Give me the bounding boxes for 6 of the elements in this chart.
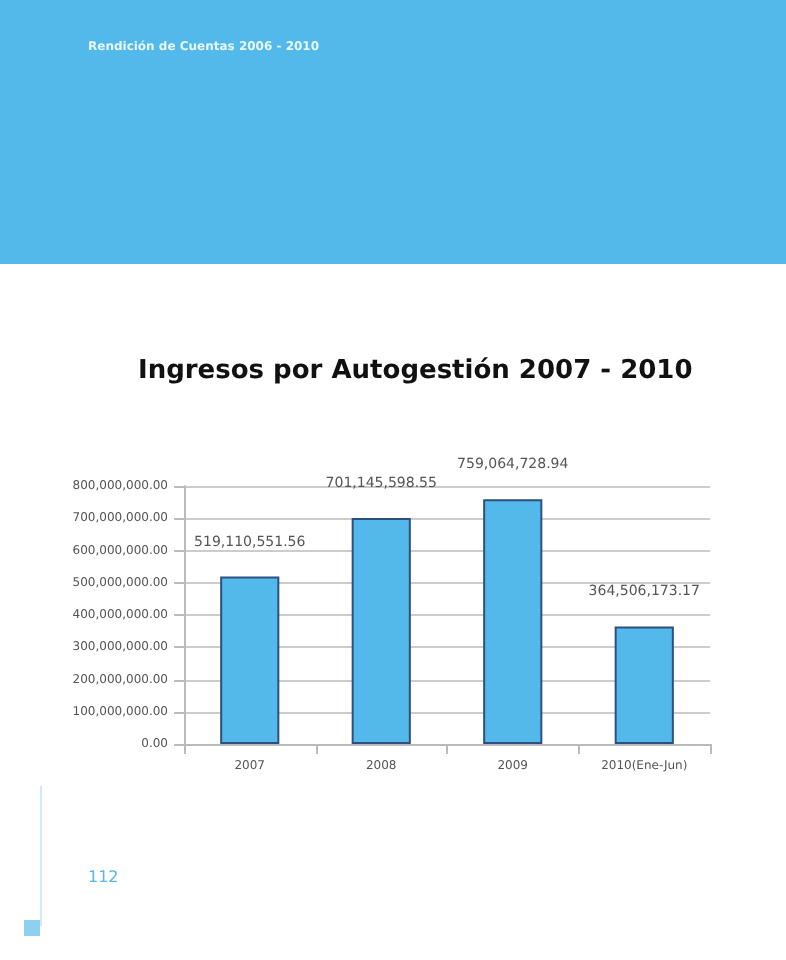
bar <box>220 576 280 744</box>
text: 112 <box>88 868 119 886</box>
chart-title: Ingresos por Autogestión 2007 - 2010 <box>138 356 693 386</box>
bar <box>351 517 411 744</box>
bar <box>483 499 543 744</box>
bar <box>614 626 674 744</box>
